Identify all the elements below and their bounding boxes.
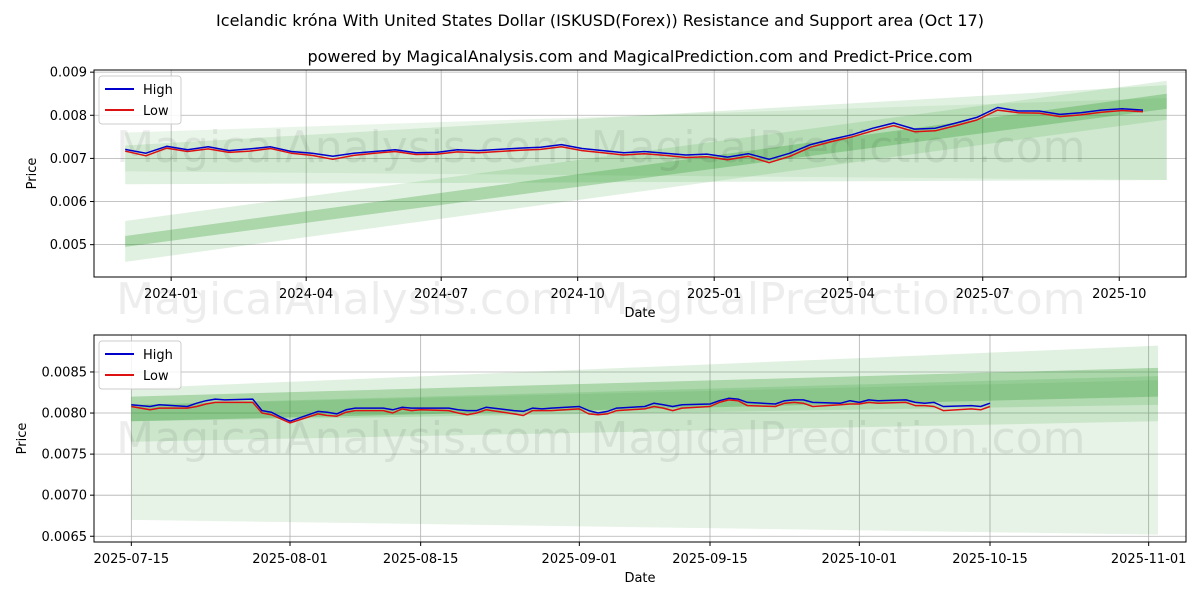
x-tick-label: 2025-07 (956, 287, 1010, 302)
y-tick-label: 0.0070 (42, 489, 88, 504)
y-tick-label: 0.007 (50, 152, 87, 167)
top-panel: MagicalAnalysis.com MagicalPrediction.com… (25, 66, 1187, 325)
series-line-low (125, 109, 1144, 164)
band-area (131, 376, 1158, 422)
y-tick-label: 0.009 (50, 66, 87, 81)
bottom-panel: MagicalAnalysis.com MagicalPrediction.com… (15, 334, 1187, 586)
series-line-low (131, 399, 991, 424)
x-tick-label: 2025-01 (687, 287, 741, 302)
x-tick-label: 2025-11-01 (1111, 552, 1187, 567)
series-lines (125, 106, 1144, 164)
band-area (131, 367, 1158, 422)
x-tick-label: 2025-04 (821, 287, 875, 302)
support-resistance-bands (131, 345, 1158, 535)
band-area (125, 85, 1167, 185)
chart-subtitle: powered by MagicalAnalysis.com and Magic… (307, 47, 972, 66)
y-tick-label: 0.005 (50, 238, 87, 253)
x-tick-label: 2025-09-15 (672, 552, 748, 567)
series-line-high (131, 397, 991, 422)
y-tick-label: 0.0075 (42, 448, 88, 463)
watermark-text: MagicalPrediction.com (591, 413, 1086, 464)
x-tick-label: 2025-10-15 (952, 552, 1028, 567)
x-tick-label: 2025-09-01 (542, 552, 618, 567)
watermark-text: MagicalAnalysis.com (116, 122, 574, 173)
legend: High Low (98, 75, 182, 125)
y-tick-label: 0.0080 (42, 407, 88, 422)
y-tick-label: 0.006 (50, 195, 87, 210)
x-tick-label: 2024-04 (279, 287, 333, 302)
band-area (131, 345, 1158, 442)
band-area (125, 98, 1167, 180)
watermark-text: MagicalPrediction.com (591, 122, 1086, 173)
band-area (131, 380, 1158, 535)
watermark-text: MagicalPrediction.com (591, 274, 1086, 325)
x-tick-label: 2024-10 (551, 287, 605, 302)
x-tick-label: 2025-08-01 (252, 552, 328, 567)
axes-frame (93, 69, 1187, 278)
legend-label-high: High (143, 348, 173, 363)
legend-label-low: Low (143, 104, 169, 119)
y-tick-label: 0.008 (50, 109, 87, 124)
x-tick-label: 2025-10 (1092, 287, 1146, 302)
watermark-text: MagicalAnalysis.com (116, 274, 574, 325)
series-lines (131, 397, 991, 424)
x-axis-label: Date (624, 571, 655, 586)
legend-label-high: High (143, 83, 173, 98)
x-tick-label: 2025-07-15 (94, 552, 170, 567)
x-tick-label: 2025-10-01 (822, 552, 898, 567)
band-area (125, 93, 1167, 247)
legend: High Low (98, 340, 182, 390)
legend-label-low: Low (143, 369, 169, 384)
x-tick-label: 2024-07 (414, 287, 468, 302)
series-line-high (125, 106, 1144, 161)
x-tick-label: 2025-08-15 (383, 552, 459, 567)
y-axis-label: Price (15, 423, 30, 455)
y-axis-label: Price (25, 158, 40, 190)
axes-frame (93, 334, 1187, 543)
x-tick-label: 2024-01 (144, 287, 198, 302)
y-tick-label: 0.0085 (42, 365, 88, 380)
x-axis-label: Date (624, 306, 655, 321)
y-tick-label: 0.0065 (42, 530, 88, 545)
chart-title: Icelandic króna With United States Dolla… (216, 11, 984, 30)
watermark-text: MagicalAnalysis.com (116, 413, 574, 464)
